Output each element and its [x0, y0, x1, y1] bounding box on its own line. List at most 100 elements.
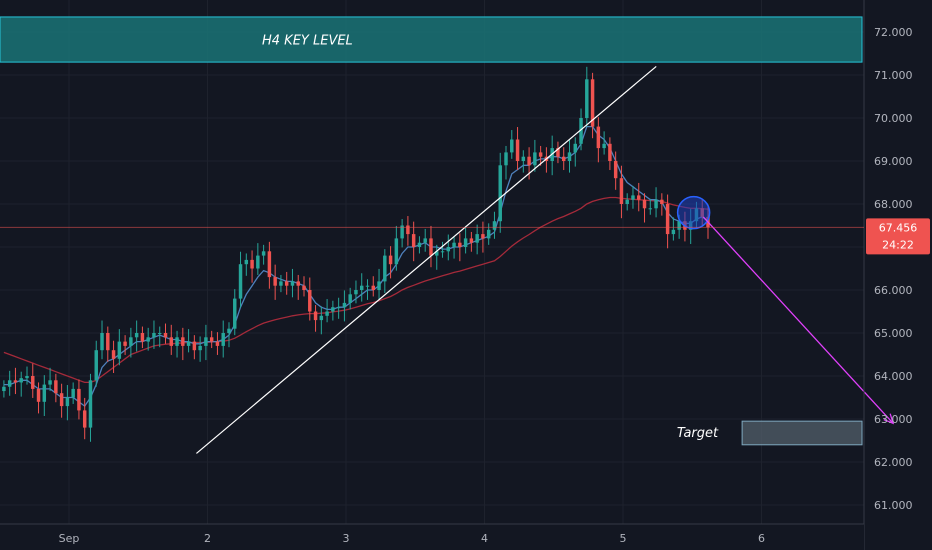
candle-body [157, 333, 162, 334]
highlight-circle [676, 195, 711, 230]
candle-body [394, 238, 399, 265]
candle-body [42, 384, 47, 402]
candle-body [106, 333, 110, 351]
candle-body [233, 298, 237, 329]
candle [596, 117, 601, 163]
candle [308, 277, 312, 321]
candle [181, 327, 185, 361]
candle-body [319, 315, 324, 321]
candle-body [348, 294, 352, 303]
candle-body [273, 277, 277, 286]
candle-body [140, 333, 145, 342]
candle [435, 244, 439, 270]
price-tick-label: 61.000 [874, 499, 913, 512]
candle [648, 198, 653, 215]
time-tick-label: 2 [204, 532, 211, 545]
candle-body [377, 281, 381, 290]
candle [279, 274, 283, 293]
candle [261, 244, 266, 265]
target-zone [741, 420, 863, 446]
candle-body [163, 333, 168, 338]
candle [88, 373, 93, 442]
candle-body [585, 79, 589, 118]
candle-body [94, 350, 98, 381]
candle-body [533, 152, 537, 166]
candle [567, 139, 572, 173]
candle-body [561, 156, 566, 161]
time-tick-label: 4 [481, 532, 488, 545]
candle-body [198, 345, 202, 351]
candle-body [256, 255, 260, 269]
candle [313, 305, 318, 332]
candle-body [296, 281, 300, 286]
key-level-label: H4 KEY LEVEL [262, 34, 353, 49]
candle [146, 327, 150, 351]
candle [36, 382, 41, 414]
candle [123, 335, 127, 355]
candle [71, 382, 75, 404]
candle [2, 380, 6, 398]
candle [498, 152, 502, 233]
candle [504, 145, 508, 180]
candle-body [671, 229, 676, 235]
candle [129, 327, 133, 358]
candle [561, 147, 566, 171]
zones: H4 KEY LEVEL Target [0, 16, 863, 446]
candle [556, 141, 560, 164]
candle-body [371, 285, 375, 290]
candle [140, 326, 145, 349]
candle-body [175, 337, 179, 346]
candle [94, 340, 98, 387]
candle-body [515, 139, 520, 161]
price-tick-label: 66.000 [874, 284, 913, 297]
candle-body [631, 195, 635, 200]
drawings [196, 65, 895, 454]
candle-body [475, 234, 479, 243]
candle [665, 194, 670, 249]
candle [48, 367, 52, 392]
candle [111, 340, 116, 373]
candle-body [134, 333, 139, 338]
candle [134, 320, 139, 352]
target-label: Target [677, 426, 719, 441]
candle [371, 276, 375, 297]
candle [238, 251, 243, 308]
candle-body [423, 238, 427, 243]
candle-body [59, 393, 64, 407]
candle [510, 130, 514, 159]
candle-body [284, 281, 289, 286]
candle [290, 268, 295, 298]
price-axis[interactable]: 72.00071.00070.00069.00068.00067.00066.0… [874, 26, 913, 512]
candle-body [169, 337, 174, 346]
candle [388, 246, 393, 279]
candle [42, 375, 47, 416]
time-tick-label: 5 [620, 532, 627, 545]
time-axis[interactable]: Sep 2 3 4 5 6 [59, 532, 765, 545]
candle-body [446, 247, 451, 252]
candle [163, 323, 168, 344]
candle-body [117, 341, 122, 359]
candle [521, 150, 526, 173]
price-tick-label: 64.000 [874, 370, 913, 383]
candle [209, 330, 214, 349]
candle [7, 370, 12, 396]
candle [221, 320, 225, 358]
candle [250, 250, 254, 283]
candle-body [25, 376, 29, 379]
candle [538, 145, 543, 166]
candle-body [88, 380, 93, 428]
candle [244, 253, 249, 276]
candle [619, 165, 624, 219]
candle [533, 139, 537, 172]
candle-body [359, 285, 364, 290]
candle [77, 379, 81, 420]
key-level-zone [0, 16, 863, 63]
candle-body [486, 229, 491, 239]
candle-body [65, 397, 70, 407]
candle-body [648, 208, 653, 210]
candle [452, 236, 456, 259]
candle [273, 264, 277, 300]
candle-body [596, 126, 601, 149]
